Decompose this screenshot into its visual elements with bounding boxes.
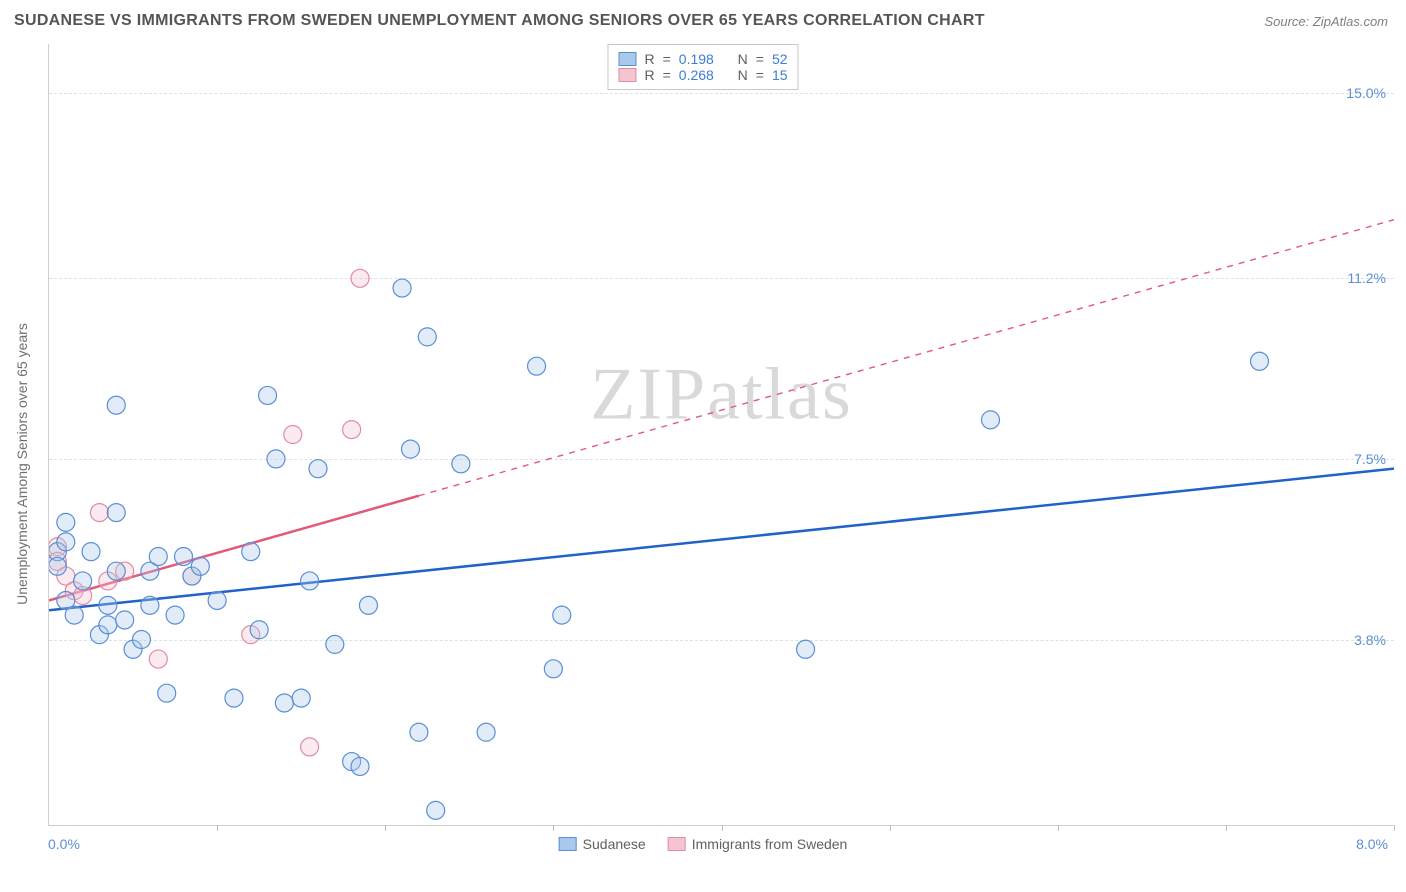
legend-label-2: Immigrants from Sweden xyxy=(692,836,848,852)
scatter-point xyxy=(292,689,310,707)
title-bar: SUDANESE VS IMMIGRANTS FROM SWEDEN UNEMP… xyxy=(0,0,1406,36)
scatter-point xyxy=(259,386,277,404)
stat-n-label: N xyxy=(738,51,748,67)
swatch-series-1 xyxy=(618,52,636,66)
scatter-point xyxy=(275,694,293,712)
scatter-point xyxy=(410,723,428,741)
x-tick xyxy=(385,825,386,831)
scatter-point xyxy=(225,689,243,707)
scatter-point xyxy=(553,606,571,624)
plot-area: ZIPatlas 3.8%7.5%11.2%15.0% xyxy=(48,44,1394,826)
scatter-point xyxy=(191,557,209,575)
trend-line xyxy=(49,469,1394,611)
swatch-series-1b xyxy=(559,837,577,851)
scatter-point xyxy=(90,504,108,522)
scatter-point xyxy=(82,543,100,561)
x-tick xyxy=(553,825,554,831)
scatter-point xyxy=(267,450,285,468)
scatter-point xyxy=(149,650,167,668)
stats-legend-box: R = 0.198 N = 52 R = 0.268 N = 15 xyxy=(607,44,798,90)
stat-n-value-2: 15 xyxy=(772,67,788,83)
chart-title: SUDANESE VS IMMIGRANTS FROM SWEDEN UNEMP… xyxy=(14,12,985,30)
scatter-point xyxy=(65,606,83,624)
stat-eq: = xyxy=(663,67,671,83)
scatter-point xyxy=(107,396,125,414)
scatter-point xyxy=(351,757,369,775)
stat-eq: = xyxy=(756,67,764,83)
scatter-point xyxy=(141,596,159,614)
swatch-series-2b xyxy=(668,837,686,851)
stat-eq: = xyxy=(756,51,764,67)
swatch-series-2 xyxy=(618,68,636,82)
scatter-point xyxy=(107,504,125,522)
stat-n-value-1: 52 xyxy=(772,51,788,67)
scatter-point xyxy=(351,269,369,287)
scatter-point xyxy=(326,635,344,653)
scatter-point xyxy=(57,533,75,551)
chart-container: Unemployment Among Seniors over 65 years… xyxy=(0,36,1406,876)
x-tick xyxy=(1058,825,1059,831)
scatter-point xyxy=(528,357,546,375)
scatter-point xyxy=(158,684,176,702)
scatter-point xyxy=(250,621,268,639)
scatter-point xyxy=(418,328,436,346)
trend-line-dashed xyxy=(419,220,1394,496)
scatter-point xyxy=(544,660,562,678)
legend-item-1: Sudanese xyxy=(559,836,646,852)
scatter-point xyxy=(301,572,319,590)
scatter-point xyxy=(393,279,411,297)
scatter-point xyxy=(242,543,260,561)
series-legend: Sudanese Immigrants from Sweden xyxy=(559,836,848,852)
scatter-point xyxy=(99,596,117,614)
scatter-point xyxy=(208,591,226,609)
scatter-point xyxy=(1251,352,1269,370)
scatter-point xyxy=(343,421,361,439)
stat-r-value-1: 0.198 xyxy=(679,51,714,67)
legend-label-1: Sudanese xyxy=(583,836,646,852)
x-axis-origin-label: 0.0% xyxy=(48,836,80,852)
scatter-point xyxy=(359,596,377,614)
scatter-point xyxy=(57,513,75,531)
stat-eq: = xyxy=(663,51,671,67)
stat-r-label: R xyxy=(644,51,654,67)
legend-item-2: Immigrants from Sweden xyxy=(668,836,848,852)
scatter-point xyxy=(175,548,193,566)
scatter-point xyxy=(74,572,92,590)
scatter-point xyxy=(982,411,1000,429)
stat-r-label: R xyxy=(644,67,654,83)
x-tick xyxy=(890,825,891,831)
stats-row-series-2: R = 0.268 N = 15 xyxy=(618,67,787,83)
x-tick xyxy=(1394,825,1395,831)
scatter-point xyxy=(427,801,445,819)
source-attribution: Source: ZipAtlas.com xyxy=(1264,14,1388,29)
scatter-point xyxy=(132,631,150,649)
scatter-point xyxy=(149,548,167,566)
x-tick xyxy=(1226,825,1227,831)
x-tick xyxy=(217,825,218,831)
scatter-point xyxy=(116,611,134,629)
scatter-point xyxy=(401,440,419,458)
stats-row-series-1: R = 0.198 N = 52 xyxy=(618,51,787,67)
scatter-point xyxy=(452,455,470,473)
x-tick xyxy=(722,825,723,831)
scatter-point xyxy=(301,738,319,756)
scatter-point xyxy=(99,616,117,634)
scatter-point xyxy=(284,426,302,444)
scatter-point xyxy=(309,460,327,478)
scatter-point xyxy=(797,640,815,658)
stat-r-value-2: 0.268 xyxy=(679,67,714,83)
scatter-point xyxy=(166,606,184,624)
scatter-plot-svg xyxy=(49,44,1394,825)
y-axis-label: Unemployment Among Seniors over 65 years xyxy=(14,264,30,664)
scatter-point xyxy=(107,562,125,580)
stat-n-label: N xyxy=(738,67,748,83)
scatter-point xyxy=(49,557,66,575)
scatter-point xyxy=(477,723,495,741)
x-axis-max-label: 8.0% xyxy=(1356,836,1388,852)
